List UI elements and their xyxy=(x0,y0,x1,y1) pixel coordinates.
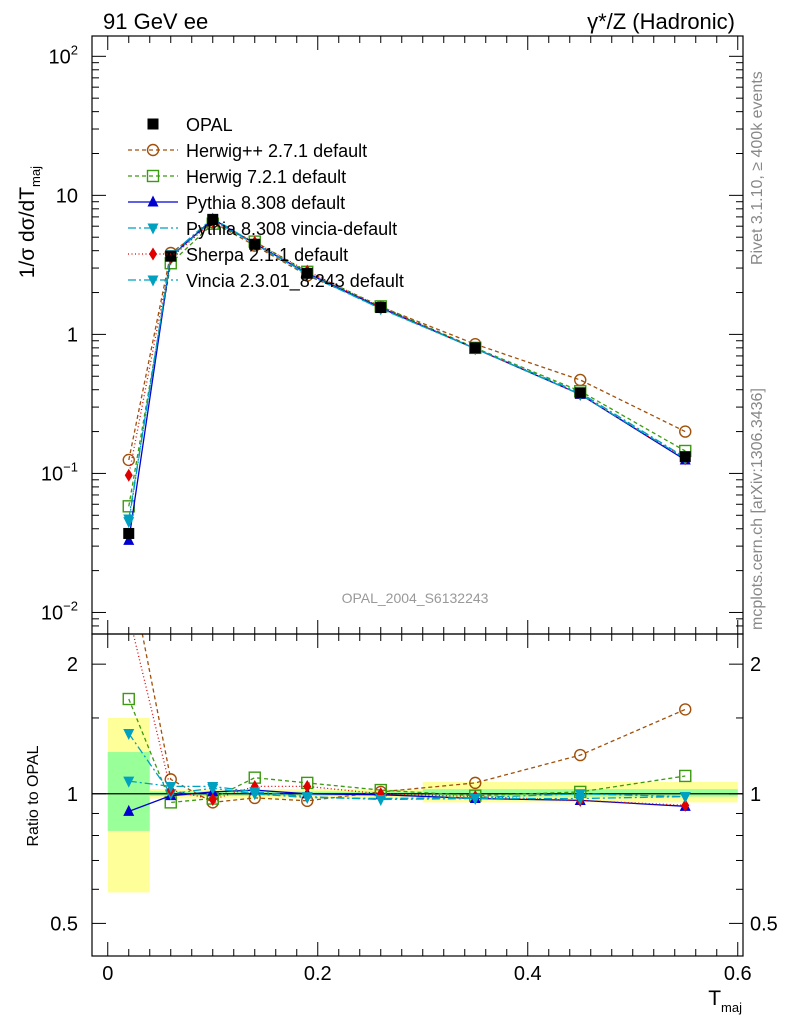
mc-data-point xyxy=(122,453,135,467)
x-tick-label: 0.2 xyxy=(304,963,332,985)
ratio-data-point xyxy=(679,703,692,716)
legend-label: OPAL xyxy=(186,115,233,135)
ratio-y-tick-label-right: 2 xyxy=(750,654,761,676)
x-axis-label-text: T xyxy=(708,987,721,1010)
main-y-axis-label-sub: maj xyxy=(28,166,43,187)
ratio-data-point xyxy=(681,798,690,812)
ratio-data-point xyxy=(208,792,217,806)
panel-frames xyxy=(91,35,744,957)
x-tick-label: 0 xyxy=(102,963,113,985)
main-y-axis-label: 1/σ dσ/dTmaj xyxy=(16,166,43,278)
main-y-tick-label: 102 xyxy=(49,42,78,68)
legend-label: Herwig++ 2.7.1 default xyxy=(186,141,367,161)
ratio-data-point xyxy=(249,787,261,799)
ratio-y-tick-label: 0.5 xyxy=(50,913,78,935)
legend-label: Vincia 2.3.01_8.243 default xyxy=(186,271,404,292)
opal-data-point xyxy=(574,387,586,399)
ratio-data-point xyxy=(679,792,691,804)
mc-data-point xyxy=(123,533,135,545)
x-tick-label: 0.6 xyxy=(724,963,752,985)
main-y-tick-label-exp: −1 xyxy=(63,459,78,474)
opal-data-point xyxy=(301,267,313,279)
main-panel-series xyxy=(122,212,692,545)
main-y-tick-label-base: 10 xyxy=(49,46,71,68)
main-y-tick-label-base: 10 xyxy=(56,185,78,207)
mc-data-point xyxy=(574,373,587,387)
series-line xyxy=(128,218,686,541)
ratio-data-point xyxy=(165,781,177,793)
main-y-tick-label-exp: −2 xyxy=(63,598,78,613)
main-y-tick-label-base: 10 xyxy=(41,602,63,624)
legend-label: Herwig 7.2.1 default xyxy=(186,167,346,187)
ratio-data-point xyxy=(574,748,587,762)
x-axis-label: Tmaj xyxy=(708,987,742,1015)
stat-uncertainty-band xyxy=(107,752,150,831)
legend-marker xyxy=(149,247,157,261)
ratio-uncertainty-bands xyxy=(92,717,743,893)
series-line xyxy=(128,222,686,507)
opal-data-point xyxy=(679,451,691,463)
legend-marker xyxy=(146,169,160,183)
ratio-y-tick-label-right: 0.5 xyxy=(750,913,778,935)
ratio-data-point xyxy=(207,781,219,793)
ratio-y-tick-label-right: 1 xyxy=(750,784,761,806)
series-line xyxy=(128,219,686,520)
rivet-label: Rivet 3.1.10, ≥ 400k events xyxy=(749,71,766,265)
mc-data-point xyxy=(123,517,135,529)
ratio-panel-frame xyxy=(91,633,744,957)
main-y-tick-label-base: 1 xyxy=(67,324,78,346)
ratio-data-point xyxy=(469,776,482,790)
ratio-y-axis-label: Ratio to OPAL xyxy=(25,745,42,846)
ratio-panel-series xyxy=(122,634,692,816)
legend: OPAL Herwig++ 2.7.1 default Herwig 7.2.1 d… xyxy=(128,115,404,292)
ratio-data-point xyxy=(679,769,692,783)
mc-data-point xyxy=(122,500,135,513)
legend-marker xyxy=(146,143,160,157)
main-y-axis-label-text: 1/σ dσ/dT xyxy=(16,187,39,278)
ratio-data-point xyxy=(303,779,312,793)
opal-data-point xyxy=(375,302,387,314)
analysis-watermark: OPAL_2004_S6132243 xyxy=(342,590,489,606)
x-axis-label-sub: maj xyxy=(721,1000,742,1015)
ratio-data-point xyxy=(123,776,135,788)
ratio-series-line xyxy=(132,634,686,806)
mc-data-point xyxy=(124,468,133,482)
ratio-data-point xyxy=(123,804,135,816)
ratio-data-point xyxy=(123,729,135,741)
legend-marker xyxy=(147,223,159,235)
opal-data-point xyxy=(165,250,177,262)
main-y-tick-label-base: 10 xyxy=(41,463,63,485)
legend-marker xyxy=(147,118,159,130)
header-left-title: 91 GeV ee xyxy=(103,9,208,34)
ratio-series-line xyxy=(141,634,686,804)
mc-data-point xyxy=(679,425,692,438)
opal-data-point xyxy=(469,342,481,354)
opal-data-point xyxy=(207,214,219,226)
ratio-data-point xyxy=(574,794,586,806)
main-y-tick-label: 10 xyxy=(56,185,78,207)
main-y-tick-label: 10−2 xyxy=(41,598,78,624)
opal-data-point xyxy=(249,238,261,250)
x-tick-label: 0.4 xyxy=(514,963,542,985)
ratio-data-point xyxy=(301,792,313,804)
legend-label: Pythia 8.308 vincia-default xyxy=(186,219,397,239)
legend-label: Pythia 8.308 default xyxy=(186,193,345,213)
opal-data-point xyxy=(123,527,135,539)
ratio-data-point xyxy=(375,794,387,806)
legend-marker xyxy=(147,275,159,287)
ratio-data-point xyxy=(122,692,135,706)
ratio-y-tick-label: 1 xyxy=(67,784,78,806)
ratio-y-tick-label: 2 xyxy=(67,654,78,676)
main-y-tick-label: 10−1 xyxy=(41,459,78,485)
main-y-tick-label-exp: 2 xyxy=(71,42,78,57)
main-y-tick-label: 1 xyxy=(67,324,78,346)
legend-marker xyxy=(147,195,159,207)
legend-label: Sherpa 2.1.1 default xyxy=(186,245,348,265)
header-right-title: γ*/Z (Hadronic) xyxy=(587,9,735,34)
mcplots-label: mcplots.cern.ch [arXiv:1306.3436] xyxy=(749,388,766,630)
ratio-data-point xyxy=(469,794,481,806)
